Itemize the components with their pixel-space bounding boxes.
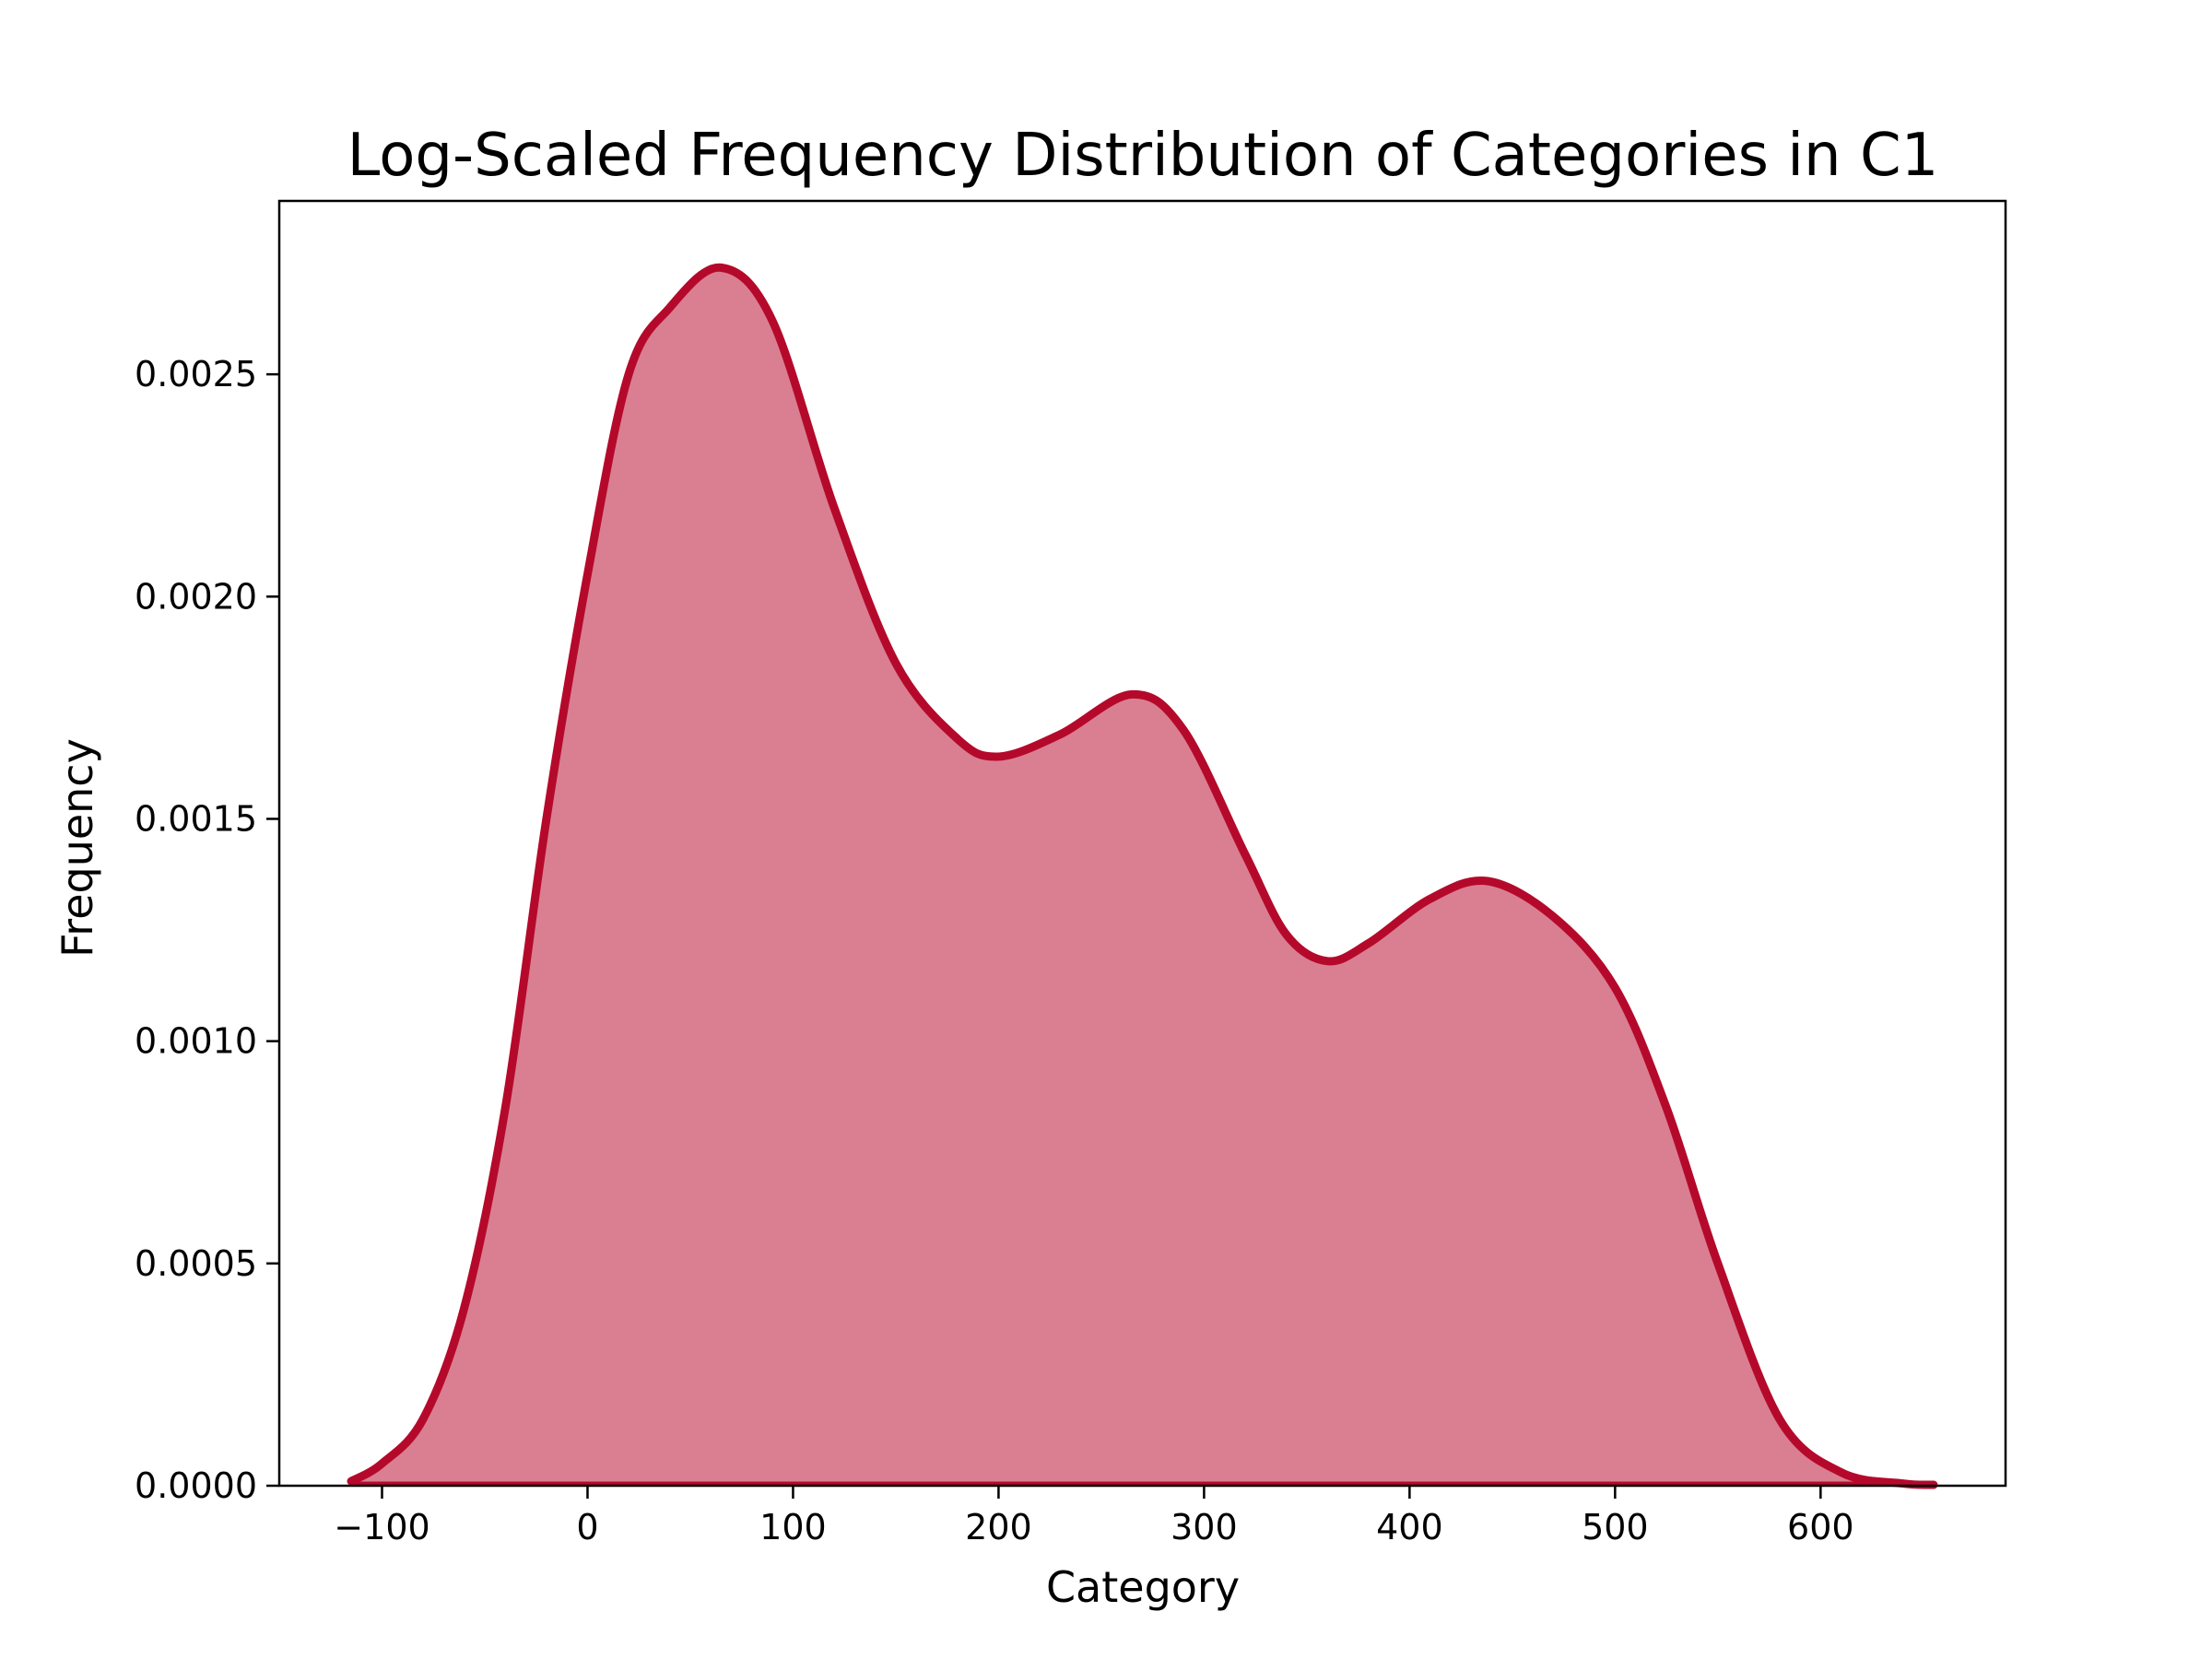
x-tick-label: 0 [576,1507,598,1547]
y-tick-label: 0.0015 [135,798,257,839]
x-tick-label: −100 [334,1507,429,1547]
chart-title: Log-Scaled Frequency Distribution of Cat… [347,122,1939,190]
x-axis-label: Category [1046,1562,1240,1612]
x-tick-label: 600 [1787,1507,1854,1547]
y-tick-label: 0.0025 [135,354,257,394]
plot-area [347,263,1938,1489]
y-tick-label: 0.0010 [135,1021,257,1062]
x-tick-label: 400 [1376,1507,1443,1547]
x-axis: −100 0 100 200 300 400 500 600 [334,1486,1854,1547]
density-line [347,263,1938,1489]
y-axis: 0.0000 0.0005 0.0010 0.0015 0.0020 0.0025 [135,354,279,1506]
x-tick-label: 500 [1582,1507,1649,1547]
y-tick-label: 0.0000 [135,1465,257,1506]
y-axis-label: Frequency [53,738,102,958]
y-tick-label: 0.0020 [135,576,257,617]
x-tick-label: 100 [759,1507,827,1547]
density-area-fill [351,267,1934,1486]
x-tick-label: 200 [965,1507,1032,1547]
y-tick-label: 0.0005 [135,1243,257,1284]
plot-frame [277,199,2007,1488]
x-tick-label: 300 [1171,1507,1238,1547]
